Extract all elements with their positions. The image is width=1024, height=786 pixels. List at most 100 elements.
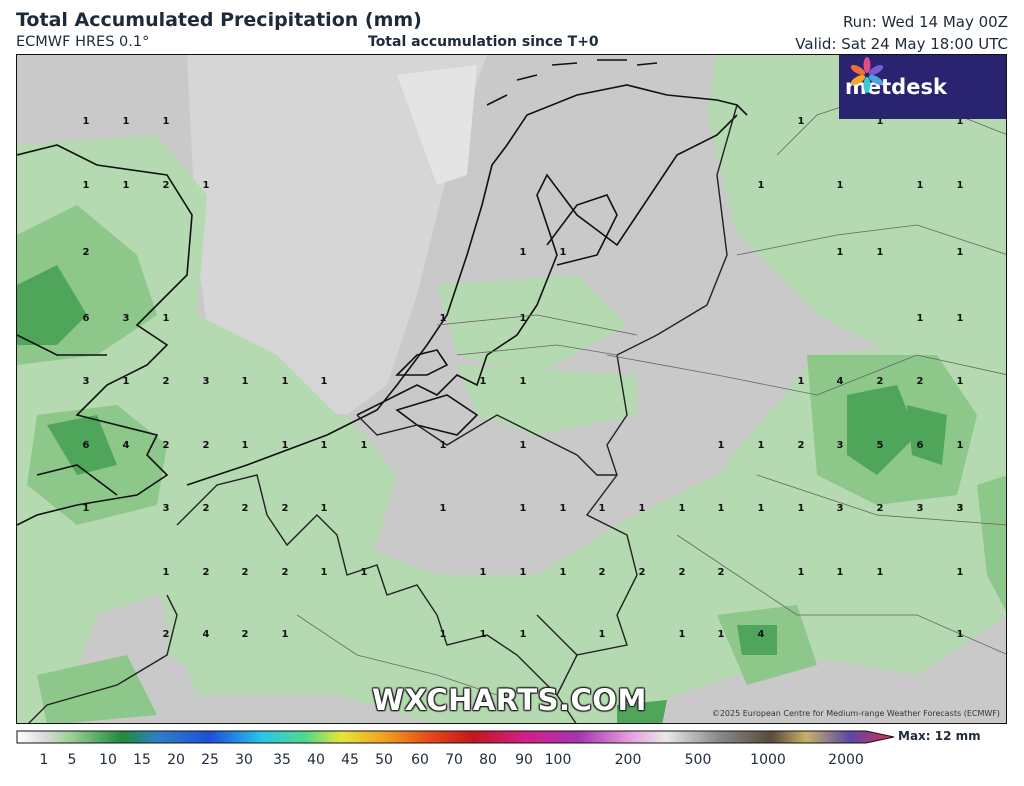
grid-value: 1 (480, 376, 487, 387)
region-borders (296, 94, 1006, 696)
grid-value: 1 (440, 313, 447, 324)
grid-value: 3 (957, 503, 964, 514)
grid-value: 2 (718, 567, 725, 578)
grid-value: 4 (203, 629, 210, 640)
grid-value: 1 (718, 629, 725, 640)
grid-value: 1 (560, 567, 567, 578)
grid-value: 1 (957, 629, 964, 640)
grid-value: 4 (123, 440, 130, 451)
grid-value: 1 (83, 503, 90, 514)
grid-value: 2 (242, 629, 249, 640)
grid-value: 3 (163, 503, 170, 514)
precipitation-map[interactable]: 1 1 1 1 1 1 1 1 2 1 1 1 1 1 2 1 1 1 1 1 6 3 1 1 1 1 1 3 1 2 3 1 1 1 1 1 1 4 2 2… (16, 54, 1007, 724)
grid-value: 6 (917, 440, 924, 451)
map-canvas: 1 1 1 1 1 1 1 1 2 1 1 1 1 1 2 1 1 1 1 1 6 3 1 1 1 1 1 3 1 2 3 1 1 1 1 1 1 4 2 2… (17, 55, 1006, 723)
grid-value: 1 (123, 180, 130, 191)
grid-value: 2 (163, 180, 170, 191)
grid-value: 3 (83, 376, 90, 387)
grid-value: 1 (599, 503, 606, 514)
scale-label: 200 (614, 752, 642, 768)
grid-value: 1 (957, 180, 964, 191)
grid-value: 2 (877, 503, 884, 514)
color-scale-labels: 1 5 10 15 20 25 30 35 40 45 50 60 70 80 90 100 200 500 100… (16, 752, 916, 772)
grid-value: 4 (837, 376, 844, 387)
grid-value: 1 (957, 440, 964, 451)
grid-value: 1 (758, 440, 765, 451)
grid-value: 1 (203, 180, 210, 191)
grid-value: 3 (837, 440, 844, 451)
grid-value: 1 (679, 503, 686, 514)
country-borders (28, 104, 738, 723)
grid-value: 2 (163, 629, 170, 640)
grid-value: 1 (83, 180, 90, 191)
grid-value: 2 (282, 567, 289, 578)
grid-value: 2 (203, 440, 210, 451)
max-value-label: Max: 12 mm (898, 729, 981, 743)
grid-value: 1 (957, 313, 964, 324)
grid-value: 1 (83, 116, 90, 127)
grid-value: 5 (877, 440, 884, 451)
grid-value: 1 (877, 116, 884, 127)
precip-fill-darkgreen (17, 265, 947, 723)
grid-value: 1 (560, 247, 567, 258)
grid-value: 1 (877, 567, 884, 578)
chart-subtitle: Total accumulation since T+0 (368, 34, 599, 50)
grid-value: 1 (321, 567, 328, 578)
grid-value: 2 (679, 567, 686, 578)
copyright-text: ©2025 European Centre for Medium-range W… (711, 709, 1000, 718)
grid-value: 1 (837, 247, 844, 258)
grid-value: 1 (361, 440, 368, 451)
watermark: WXCHARTS.COM (372, 683, 647, 717)
grid-value: 1 (440, 503, 447, 514)
scale-label: 45 (341, 752, 359, 768)
grid-value: 1 (361, 567, 368, 578)
grid-value: 1 (282, 629, 289, 640)
scale-label: 2000 (828, 752, 864, 768)
grid-value: 4 (758, 629, 765, 640)
grid-value: 2 (639, 567, 646, 578)
grid-value: 1 (837, 567, 844, 578)
color-scale-bar (16, 730, 895, 744)
model-label: ECMWF HRES 0.1° (16, 34, 150, 50)
grid-value: 1 (520, 567, 527, 578)
grid-value: 1 (163, 116, 170, 127)
grid-value: 1 (957, 247, 964, 258)
grid-value: 1 (560, 503, 567, 514)
grid-value: 1 (877, 247, 884, 258)
grid-value: 2 (203, 503, 210, 514)
grid-value: 1 (798, 567, 805, 578)
grid-value: 1 (321, 440, 328, 451)
grid-value: 2 (203, 567, 210, 578)
grid-value: 1 (440, 629, 447, 640)
run-time: Run: Wed 14 May 00Z (842, 13, 1008, 31)
scale-label: 500 (684, 752, 712, 768)
grid-value: 1 (321, 503, 328, 514)
grid-value: 1 (718, 503, 725, 514)
scale-label: 30 (235, 752, 253, 768)
grid-value: 1 (957, 567, 964, 578)
grid-value: 1 (718, 440, 725, 451)
scale-label: 1 (39, 752, 49, 768)
scale-label: 25 (201, 752, 219, 768)
scale-label: 35 (273, 752, 291, 768)
grid-value: 1 (123, 376, 130, 387)
grid-value: 1 (242, 440, 249, 451)
grid-value: 1 (520, 376, 527, 387)
grid-value: 2 (242, 567, 249, 578)
grid-value: 1 (679, 629, 686, 640)
grid-value: 3 (837, 503, 844, 514)
grid-value: 1 (957, 116, 964, 127)
grid-value: 2 (242, 503, 249, 514)
scale-label: 40 (307, 752, 325, 768)
grid-value: 1 (520, 440, 527, 451)
scale-label: 20 (167, 752, 185, 768)
grid-value: 1 (242, 376, 249, 387)
grid-value: 1 (639, 503, 646, 514)
grid-value: 2 (163, 440, 170, 451)
grid-value: 2 (917, 376, 924, 387)
metdesk-logo: metdesk (839, 55, 1006, 119)
scale-label: 80 (479, 752, 497, 768)
scale-label: 60 (411, 752, 429, 768)
grid-value: 3 (123, 313, 130, 324)
grid-value: 6 (83, 440, 90, 451)
